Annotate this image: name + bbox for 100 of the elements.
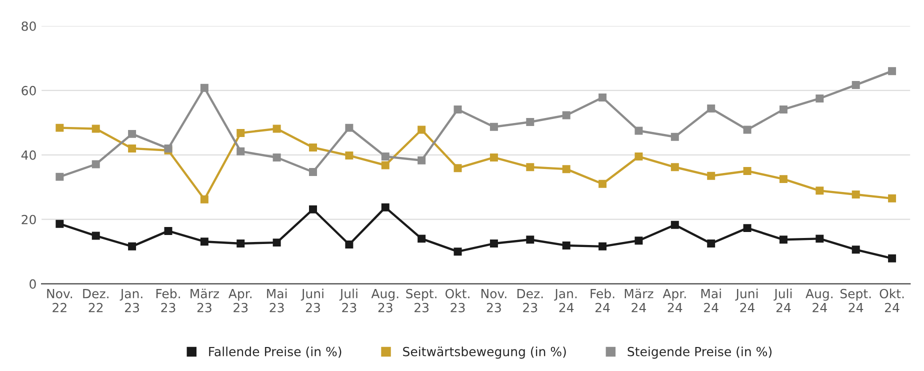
point: [454, 248, 462, 256]
point: [526, 236, 534, 244]
x-tick-label: Okt. 23: [445, 288, 470, 312]
legend-label: Steigende Preise (in %): [628, 346, 772, 359]
point: [454, 105, 462, 114]
point: [128, 144, 136, 152]
point: [272, 124, 281, 133]
x-tick-label: Mai 24: [701, 288, 721, 312]
point: [56, 124, 64, 132]
point: [743, 126, 752, 134]
point: [345, 124, 354, 132]
point: [526, 118, 534, 126]
point: [128, 130, 136, 138]
point: [200, 238, 208, 246]
point: [779, 105, 788, 114]
point: [779, 175, 788, 184]
x-tick-label: Aug. 23: [371, 289, 398, 312]
x-tick-label: Nov. 23: [481, 289, 506, 312]
point: [381, 203, 390, 212]
point: [490, 240, 498, 248]
point: [634, 152, 643, 160]
point: [562, 241, 570, 250]
point: [200, 195, 208, 204]
x-tick-label: März 24: [624, 288, 654, 312]
y-tick-label: 0: [30, 279, 36, 289]
point: [634, 236, 643, 245]
point: [707, 240, 716, 248]
x-tick-label: Feb. 24: [590, 288, 614, 312]
x-tick-label: Aug. 24: [806, 289, 833, 312]
x-tick-label: Juli 24: [774, 288, 792, 312]
point: [490, 122, 498, 131]
point: [743, 224, 752, 232]
point: [888, 254, 896, 262]
point: [236, 240, 245, 248]
point: [345, 240, 354, 248]
point: [490, 153, 498, 162]
point: [92, 232, 100, 240]
x-tick-label: März 23: [190, 288, 219, 312]
point: [381, 161, 390, 170]
x-tick-label: Sept. 24: [840, 288, 871, 312]
point: [164, 226, 172, 235]
point: [670, 132, 679, 141]
x-tick-label: Nov. 22: [47, 289, 72, 312]
point: [56, 220, 64, 228]
point: [418, 234, 426, 243]
x-tick-label: Apr. 24: [662, 289, 686, 312]
point: [526, 163, 534, 172]
point: [779, 236, 788, 244]
x-tick-label: Mai 23: [267, 288, 287, 312]
point: [670, 220, 679, 229]
x-tick-label: Sept. 23: [406, 288, 436, 312]
point: [707, 172, 716, 180]
point: [309, 143, 317, 152]
x-tick-label: Dez. 22: [83, 289, 108, 312]
point: [888, 194, 896, 202]
point: [418, 156, 426, 164]
point: [816, 186, 824, 195]
point: [816, 234, 824, 243]
point: [92, 160, 100, 168]
x-tick-label: Okt. 24: [880, 288, 904, 312]
x-tick-label: Apr. 23: [228, 289, 252, 312]
legend-label: Seitwärtsbewegung (in %): [403, 346, 566, 359]
point: [852, 80, 860, 89]
point: [852, 246, 860, 254]
point: [92, 124, 100, 133]
x-tick-label: Juli 23: [339, 288, 358, 312]
point: [888, 67, 896, 76]
y-tick-label: 80: [22, 21, 36, 31]
point: [128, 242, 136, 250]
point: [598, 94, 607, 102]
point: [816, 94, 824, 102]
point: [852, 190, 860, 199]
point: [236, 147, 245, 156]
point: [309, 205, 317, 214]
legend-label: Fallende Preise (in %): [209, 346, 342, 358]
point: [707, 104, 716, 112]
point: [272, 153, 281, 162]
point: [670, 163, 679, 172]
x-tick-label: Juni 24: [735, 288, 758, 312]
point: [56, 172, 64, 181]
point: [743, 167, 752, 175]
point: [272, 238, 281, 247]
point: [236, 128, 245, 137]
x-tick-label: Juni 23: [300, 288, 324, 312]
point: [418, 126, 426, 134]
point: [381, 152, 390, 160]
point: [345, 152, 354, 160]
point: [309, 168, 317, 176]
point: [562, 111, 570, 120]
x-tick-label: Feb. 23: [156, 288, 180, 312]
x-tick-label: Dez. 23: [517, 289, 543, 312]
point: [598, 180, 607, 188]
y-tick-label: 60: [22, 86, 36, 96]
point: [454, 164, 462, 172]
point: [634, 126, 643, 135]
y-tick-label: 20: [22, 214, 36, 224]
point: [200, 84, 208, 92]
x-tick-label: Jan. 24: [554, 289, 577, 312]
x-tick-label: Jan. 23: [120, 289, 142, 312]
y-tick-label: 40: [21, 150, 36, 160]
